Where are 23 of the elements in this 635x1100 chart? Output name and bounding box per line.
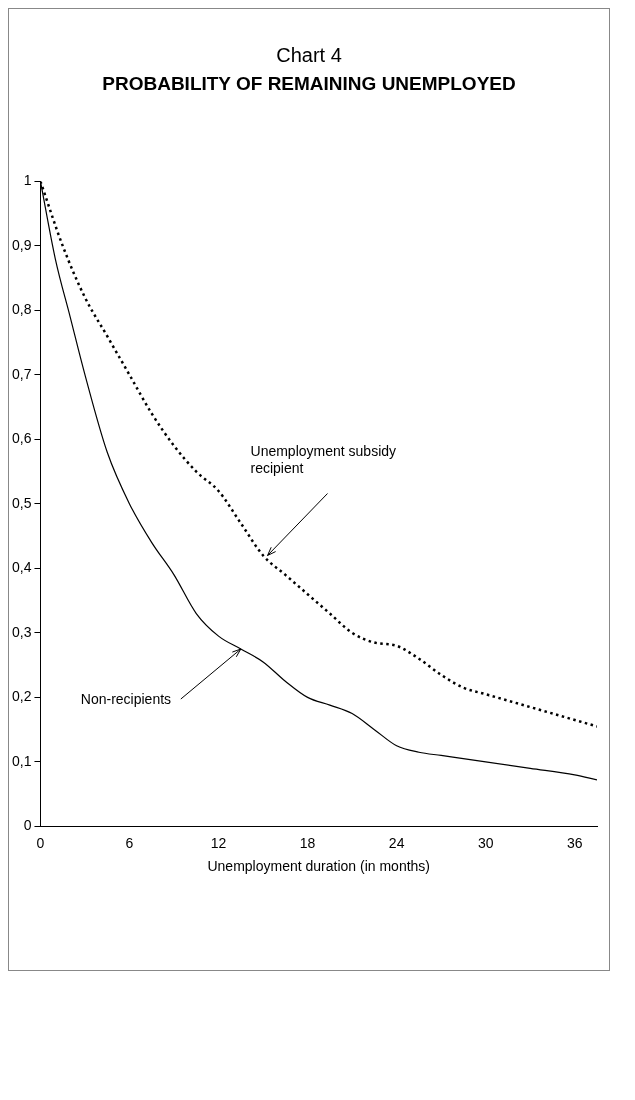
y-tick-label: 0,8 <box>11 301 32 318</box>
y-tick-label: 0,4 <box>11 559 32 576</box>
x-tick-label: 24 <box>388 834 405 851</box>
annotation: Non-recipients <box>80 691 172 708</box>
x-tick-label: 18 <box>299 834 316 851</box>
y-tick-label: 0,2 <box>11 688 32 705</box>
y-tick-label: 0,3 <box>11 623 32 640</box>
x-tick-label: 12 <box>210 834 227 851</box>
annotation: Unemployment subsidy recipient <box>250 442 397 476</box>
y-tick-label: 1 <box>23 172 32 189</box>
y-tick-label: 0,1 <box>11 752 32 769</box>
x-tick-label: 30 <box>477 834 494 851</box>
x-axis-title: Unemployment duration (in months) <box>207 858 430 875</box>
x-tick-label: 36 <box>566 834 583 851</box>
y-tick-label: 0,7 <box>11 365 32 382</box>
chart-title: Chart 4 <box>275 44 343 67</box>
x-tick-label: 6 <box>125 834 134 851</box>
y-tick-label: 0,5 <box>11 494 32 511</box>
chart-subtitle: PROBABILITY OF REMAINING UNEMPLOYED <box>101 73 517 95</box>
y-tick-label: 0,6 <box>11 430 32 447</box>
y-tick-label: 0,9 <box>11 236 32 253</box>
y-tick-label: 0 <box>23 817 32 834</box>
x-tick-label: 0 <box>36 834 45 851</box>
